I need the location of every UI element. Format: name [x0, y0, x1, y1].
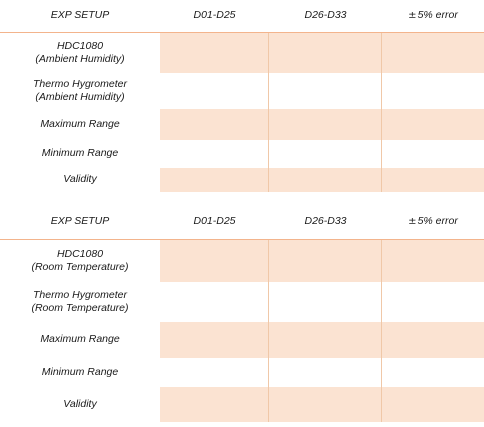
data-cell: [269, 322, 382, 358]
data-cell: [160, 358, 269, 387]
data-cell: [269, 140, 382, 168]
row-label: Maximum Range: [40, 117, 120, 130]
table-row: Validity: [0, 168, 484, 192]
row-label: Minimum Range: [41, 365, 119, 378]
table-header-row: EXP SETUP D01-D25 D26-D33 ±5% error: [0, 0, 484, 32]
table-row: Validity: [0, 387, 484, 422]
header-exp-setup: EXP SETUP: [50, 215, 110, 228]
data-cell: [160, 322, 269, 358]
data-cell: [160, 73, 269, 109]
header-divider: [0, 32, 484, 33]
plus-minus-symbol: ±: [408, 9, 417, 21]
data-cell: [160, 140, 269, 168]
data-cell: [160, 387, 269, 422]
table-row: Thermo Hygrometer (Room Temperature): [0, 282, 484, 322]
header-error-label: 5% error: [417, 215, 458, 228]
header-exp-setup: EXP SETUP: [50, 9, 110, 22]
data-cell: [269, 109, 382, 140]
header-d01-d25: D01-D25: [193, 215, 236, 228]
data-cell: [269, 358, 382, 387]
table-row: Thermo Hygrometer (Ambient Humidity): [0, 73, 484, 109]
header-d01-d25: D01-D25: [193, 9, 236, 22]
data-cell: [160, 168, 269, 192]
row-label: Minimum Range: [41, 147, 119, 160]
table-row: Maximum Range: [0, 109, 484, 140]
data-cell: [160, 282, 269, 322]
data-cell: [269, 73, 382, 109]
row-label: Validity: [63, 173, 97, 186]
header-d26-d33: D26-D33: [304, 215, 347, 228]
header-error: ±5% error: [382, 0, 484, 32]
data-cell: [160, 240, 269, 282]
data-cell: [269, 240, 382, 282]
header-d26-d33: D26-D33: [304, 9, 347, 22]
data-cell: [269, 387, 382, 422]
data-cell: [269, 33, 382, 73]
row-label: Maximum Range: [40, 333, 120, 346]
data-cell: [382, 33, 484, 73]
row-label: HDC1080 (Ambient Humidity): [35, 39, 125, 65]
row-label: Validity: [63, 397, 97, 410]
plus-minus-symbol: ±: [408, 215, 417, 227]
table-header-row: EXP SETUP D01-D25 D26-D33 ±5% error: [0, 205, 484, 239]
data-cell: [382, 322, 484, 358]
table-row: Minimum Range: [0, 140, 484, 168]
data-cell: [269, 282, 382, 322]
data-cell: [160, 109, 269, 140]
data-cell: [160, 33, 269, 73]
table-row: HDC1080 (Ambient Humidity): [0, 33, 484, 73]
data-cell: [382, 140, 484, 168]
table-row: Maximum Range: [0, 322, 484, 358]
data-cell: [382, 168, 484, 192]
table-row: HDC1080 (Room Temperature): [0, 240, 484, 282]
row-label: Thermo Hygrometer (Ambient Humidity): [33, 77, 127, 103]
row-label: Thermo Hygrometer (Room Temperature): [31, 288, 129, 314]
data-cell: [269, 168, 382, 192]
data-cell: [382, 109, 484, 140]
header-divider: [0, 239, 484, 240]
data-cell: [382, 240, 484, 282]
row-label: HDC1080 (Room Temperature): [31, 247, 129, 273]
data-cell: [382, 358, 484, 387]
header-error-label: 5% error: [417, 9, 458, 22]
data-cell: [382, 282, 484, 322]
table-row: Minimum Range: [0, 358, 484, 387]
data-cell: [382, 73, 484, 109]
data-cell: [382, 387, 484, 422]
header-error: ±5% error: [382, 205, 484, 239]
